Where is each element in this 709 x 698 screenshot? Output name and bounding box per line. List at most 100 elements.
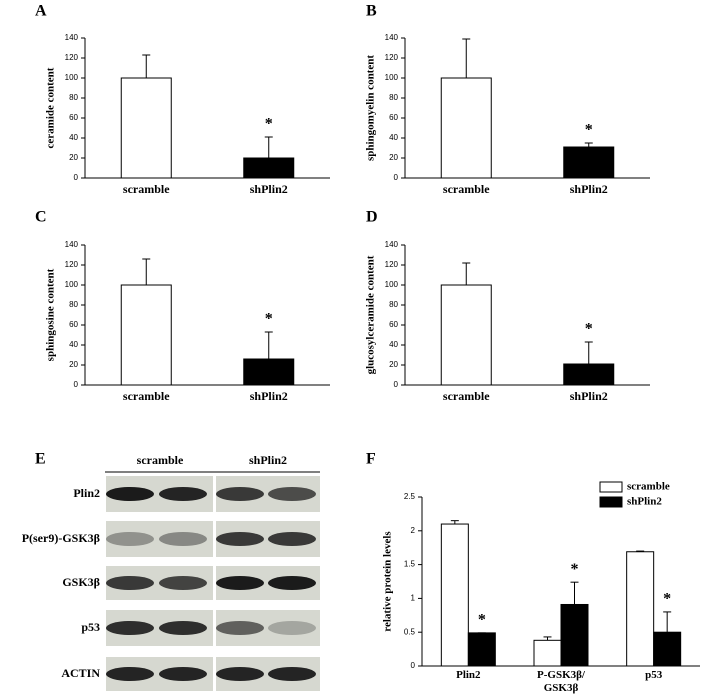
blot-band xyxy=(268,487,316,501)
x-tick-label: P-GSK3β/ GSK3β xyxy=(537,669,585,694)
y-tick-label: 0.5 xyxy=(404,627,416,636)
y-axis-label: sphingomyelin content xyxy=(365,55,377,161)
blot-band xyxy=(106,621,154,635)
annotation: * xyxy=(265,116,273,133)
y-tick-label: 100 xyxy=(65,73,79,82)
bar xyxy=(243,157,295,179)
x-tick-label-box: p53 xyxy=(645,669,663,681)
y-tick-label: 0 xyxy=(74,173,79,182)
y-tick-label: 40 xyxy=(69,133,78,142)
y-axis-label: ceramide content xyxy=(45,67,57,148)
blot-band xyxy=(106,487,154,501)
y-tick-label: 0 xyxy=(74,380,79,389)
y-tick-label: 140 xyxy=(65,240,79,249)
panel-label: C xyxy=(35,209,47,226)
bar xyxy=(563,146,615,179)
annotation: * xyxy=(585,122,593,139)
x-tick-label: shPlin2 xyxy=(250,182,288,196)
y-tick-label: 80 xyxy=(389,93,398,102)
y-tick-label: 1 xyxy=(411,594,416,603)
blot-row-label: p53 xyxy=(81,620,100,634)
blot-band xyxy=(159,532,207,546)
y-tick-label: 2.5 xyxy=(404,492,416,501)
legend-label: shPlin2 xyxy=(627,496,662,508)
y-tick-label: 40 xyxy=(389,133,398,142)
blot-band xyxy=(216,487,264,501)
annotation: * xyxy=(265,311,273,328)
y-tick-label: 20 xyxy=(389,153,398,162)
y-tick-label: 140 xyxy=(65,33,79,42)
blot-row-label: P(ser9)-GSK3β xyxy=(22,531,100,545)
y-tick-label: 60 xyxy=(389,113,398,122)
x-tick-label: scramble xyxy=(123,389,170,403)
y-tick-label: 100 xyxy=(65,280,79,289)
bar xyxy=(560,603,589,667)
annotation: * xyxy=(663,591,671,608)
y-axis-label: sphingosine content xyxy=(45,268,57,361)
bar xyxy=(653,631,682,667)
y-tick-label: 120 xyxy=(65,260,79,269)
x-tick-label-box: P-GSK3β/ GSK3β xyxy=(537,669,585,694)
blot-strip xyxy=(106,521,213,557)
blot-band xyxy=(216,667,264,681)
bar xyxy=(626,551,655,667)
bar xyxy=(563,363,615,386)
y-tick-label: 120 xyxy=(385,53,399,62)
blot-band xyxy=(268,621,316,635)
bar xyxy=(440,77,492,179)
y-tick-label: 80 xyxy=(389,300,398,309)
y-tick-label: 40 xyxy=(69,340,78,349)
panel-label: B xyxy=(366,3,377,20)
annotation: * xyxy=(478,612,486,629)
legend-swatch xyxy=(599,481,623,493)
blot-band xyxy=(216,576,264,590)
x-tick-label: scramble xyxy=(443,182,490,196)
bar xyxy=(243,358,295,386)
annotation: * xyxy=(571,561,579,578)
bar xyxy=(440,284,492,386)
panel-label: D xyxy=(366,209,378,226)
x-tick-label: scramble xyxy=(123,182,170,196)
bar xyxy=(467,632,496,667)
blot-band xyxy=(216,532,264,546)
y-tick-label: 1.5 xyxy=(404,560,416,569)
x-tick-label: p53 xyxy=(645,669,663,681)
blot-row-label: ACTIN xyxy=(61,666,100,680)
blot-row-label: Plin2 xyxy=(73,486,100,500)
blot-column-label: shPlin2 xyxy=(249,453,287,467)
annotation: * xyxy=(585,321,593,338)
y-tick-label: 140 xyxy=(385,33,399,42)
y-tick-label: 60 xyxy=(69,113,78,122)
blot-band xyxy=(268,532,316,546)
bar xyxy=(533,639,562,667)
blot-column-label: scramble xyxy=(137,453,184,467)
y-tick-label: 100 xyxy=(385,73,399,82)
blot-band xyxy=(268,667,316,681)
blot-band xyxy=(159,667,207,681)
y-tick-label: 120 xyxy=(65,53,79,62)
y-tick-label: 40 xyxy=(389,340,398,349)
y-tick-label: 140 xyxy=(385,240,399,249)
y-tick-label: 60 xyxy=(69,320,78,329)
y-tick-label: 80 xyxy=(69,93,78,102)
x-tick-label: shPlin2 xyxy=(570,182,608,196)
x-tick-label-box: Plin2 xyxy=(456,669,481,681)
blot-row-label: GSK3β xyxy=(62,575,100,589)
x-tick-label: shPlin2 xyxy=(570,389,608,403)
y-tick-label: 20 xyxy=(389,360,398,369)
y-tick-label: 20 xyxy=(69,153,78,162)
y-tick-label: 0 xyxy=(411,661,416,670)
y-tick-label: 120 xyxy=(385,260,399,269)
x-tick-label: scramble xyxy=(443,389,490,403)
x-tick-label: Plin2 xyxy=(456,669,481,681)
y-tick-label: 2 xyxy=(411,526,416,535)
panel-label: A xyxy=(35,3,47,20)
panel-label: F xyxy=(366,451,376,468)
bar xyxy=(120,284,172,386)
panel-label: E xyxy=(35,451,46,468)
y-tick-label: 0 xyxy=(394,173,399,182)
blot-band xyxy=(216,621,264,635)
y-tick-label: 80 xyxy=(69,300,78,309)
bar xyxy=(120,77,172,179)
